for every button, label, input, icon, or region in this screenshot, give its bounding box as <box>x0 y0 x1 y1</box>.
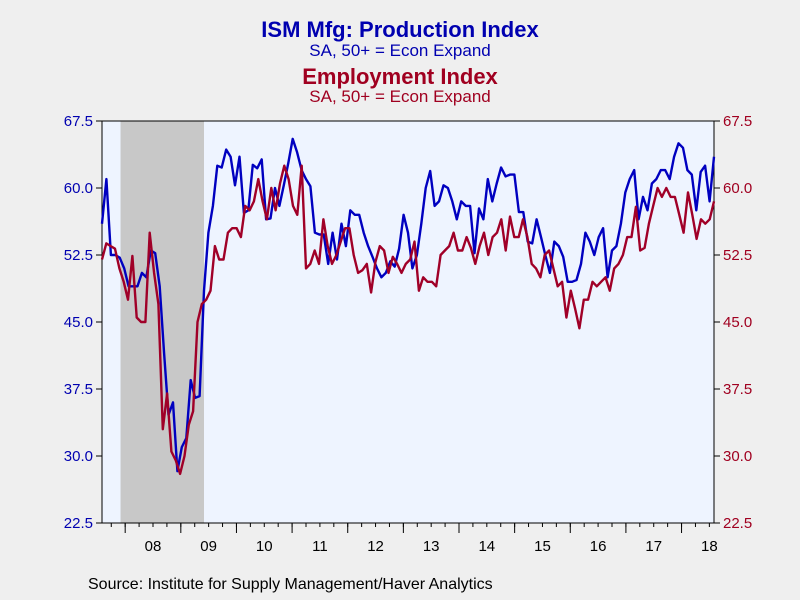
x-tick-label: 17 <box>645 538 662 555</box>
x-tick-label: 15 <box>534 538 551 555</box>
y-tick-label-right: 30.0 <box>723 448 752 465</box>
y-tick-label-right: 37.5 <box>723 381 752 398</box>
y-tick-label-right: 67.5 <box>723 113 752 130</box>
chart-title: ISM Mfg: Production Index <box>261 17 539 42</box>
x-tick-label: 10 <box>256 538 273 555</box>
x-tick-label: 08 <box>145 538 162 555</box>
y-tick-label-left: 60.0 <box>64 180 93 197</box>
x-tick-label: 11 <box>312 538 328 555</box>
y-tick-label-left: 52.5 <box>64 247 93 264</box>
chart-subtitle: SA, 50+ = Econ Expand <box>309 41 491 60</box>
y-tick-label-left: 37.5 <box>64 381 93 398</box>
secondary-title: Employment Index <box>302 64 498 89</box>
y-tick-label-right: 22.5 <box>723 515 752 532</box>
y-tick-label-left: 22.5 <box>64 515 93 532</box>
employment-index-line <box>100 164 716 476</box>
y-tick-label-right: 45.0 <box>723 314 752 331</box>
y-tick-label-left: 45.0 <box>64 314 93 331</box>
x-tick-label: 12 <box>367 538 384 555</box>
x-tick-label: 18 <box>701 538 718 555</box>
y-tick-label-left: 67.5 <box>64 113 93 130</box>
source-note: Source: Institute for Supply Management/… <box>88 576 493 593</box>
x-tick-label: 14 <box>478 538 495 555</box>
x-tick-label: 16 <box>590 538 607 555</box>
y-tick-label-right: 60.0 <box>723 180 752 197</box>
y-tick-label-right: 52.5 <box>723 247 752 264</box>
y-tick-label-left: 30.0 <box>64 448 93 465</box>
x-tick-label: 09 <box>200 538 217 555</box>
production-index-line <box>100 137 716 473</box>
secondary-subtitle: SA, 50+ = Econ Expand <box>309 87 491 106</box>
x-tick-label: 13 <box>423 538 440 555</box>
